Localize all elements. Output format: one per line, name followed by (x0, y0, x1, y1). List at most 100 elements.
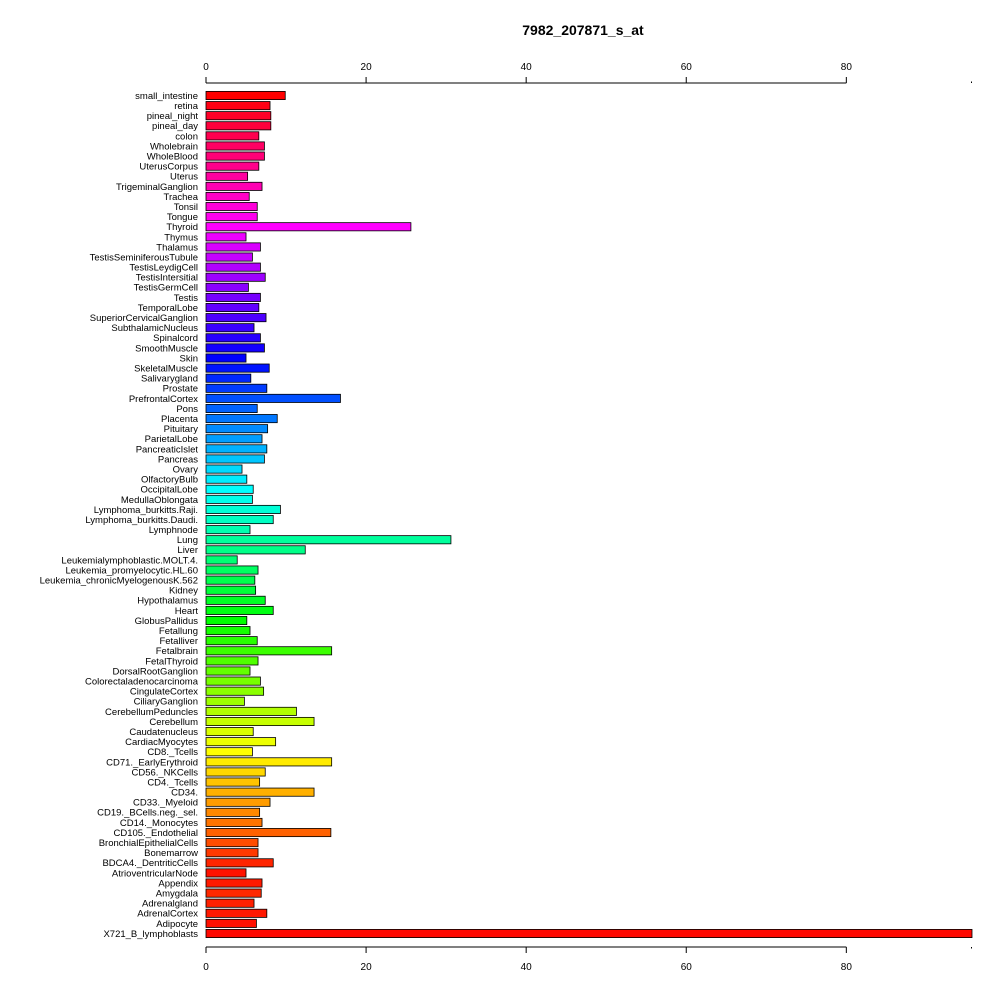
bar (205, 888, 262, 898)
bar (205, 484, 254, 494)
bar (205, 101, 271, 111)
category-label: Adipocyte (156, 919, 198, 930)
category-label: Pituitary (164, 424, 199, 435)
bar (205, 131, 260, 141)
bar (205, 232, 247, 242)
bar (205, 262, 261, 272)
bar (205, 504, 281, 514)
category-label: SubthalamicNucleus (111, 323, 198, 334)
bar (205, 373, 252, 383)
category-label: Lymphnode (149, 525, 198, 536)
bar (205, 515, 274, 525)
category-label: CD8._Tcells (147, 747, 198, 758)
category-label: OlfactoryBulb (141, 475, 198, 486)
top-axis-tick-label: 0 (203, 62, 209, 73)
category-label: Fetalbrain (156, 646, 198, 657)
category-label: Hypothalamus (137, 596, 198, 607)
bar (205, 737, 277, 747)
category-label: Lung (177, 535, 198, 546)
category-label: Lymphoma_burkitts.Daudi. (85, 515, 198, 526)
category-label: Leukemialymphoblastic.MOLT.4. (61, 555, 198, 566)
category-label: Heart (175, 606, 199, 617)
category-label: AtrioventricularNode (112, 868, 198, 879)
bar (205, 727, 254, 737)
category-label: X721_B_lymphoblasts (103, 929, 198, 940)
top-x-axis: 0 20 40 60 80 (203, 62, 972, 84)
bar (205, 454, 265, 464)
bar (205, 706, 297, 716)
category-label: Leukemia_promyelocytic.HL.60 (65, 565, 198, 576)
bar (205, 161, 260, 171)
bar (205, 636, 258, 646)
bar (205, 666, 251, 676)
bar (205, 878, 263, 888)
bar (205, 111, 272, 121)
top-axis-tick-label: 80 (841, 62, 853, 73)
bar (205, 403, 258, 413)
category-label: TestisGermCell (134, 283, 198, 294)
category-label: Amygdala (156, 889, 199, 900)
bar (205, 656, 259, 666)
category-label: CerebellumPeduncles (105, 707, 198, 718)
bar (205, 565, 259, 575)
category-label: CD105._Endothelial (113, 828, 198, 839)
category-label: CiliaryGanglion (134, 697, 198, 708)
category-label: SmoothMuscle (135, 343, 198, 354)
category-label: Fetalliver (159, 636, 198, 647)
bar (205, 676, 261, 686)
bar (205, 353, 247, 363)
category-label: Leukemia_chronicMyelogenousK.562 (40, 576, 198, 587)
category-label: Fetallung (159, 626, 198, 637)
category-label: Thymus (164, 232, 198, 243)
bar (205, 555, 238, 565)
bar (205, 222, 412, 232)
bar (205, 434, 263, 444)
bar (205, 323, 255, 333)
bar (205, 605, 274, 615)
category-label: TestisIntersitial (136, 273, 198, 284)
category-label: CD4._Tcells (147, 777, 198, 788)
category-label: TrigeminalGanglion (116, 182, 198, 193)
bar (205, 747, 253, 757)
bar (205, 464, 243, 474)
category-label: Adrenalgland (142, 899, 198, 910)
category-label: DorsalRootGanglion (112, 666, 198, 677)
bar (205, 414, 278, 424)
bar (205, 696, 245, 706)
category-label: Placenta (161, 414, 199, 425)
bar (205, 575, 256, 585)
bar (205, 868, 247, 878)
category-label: Appendix (158, 878, 198, 889)
category-label: CD14._Monocytes (120, 818, 198, 829)
bar (205, 171, 249, 181)
category-label: CD34. (171, 788, 198, 799)
bottom-axis-tick-label: 0 (203, 962, 209, 973)
bar (205, 313, 267, 323)
bar (205, 343, 265, 353)
bar (205, 898, 255, 908)
category-label: retina (174, 101, 198, 112)
bar (205, 282, 249, 292)
bar (205, 474, 248, 484)
bottom-x-axis: 0 20 40 60 80 (203, 946, 972, 973)
bar (205, 383, 268, 393)
category-label: Salivarygland (141, 374, 198, 385)
category-label: OccipitalLobe (140, 485, 198, 496)
category-label: Prostate (163, 384, 198, 395)
category-label: ParietalLobe (145, 434, 198, 445)
top-axis-tick-label: 60 (681, 62, 693, 73)
bar (205, 797, 271, 807)
bar (205, 545, 306, 555)
bar (205, 181, 263, 191)
category-label: Pancreas (158, 454, 198, 465)
category-labels: small_intestineretinapineal_nightpineal_… (40, 91, 199, 940)
category-label: PrefrontalCortex (129, 394, 198, 405)
category-label: Spinalcord (153, 333, 198, 344)
category-label: Wholebrain (150, 141, 198, 152)
category-label: Caudatenucleus (129, 727, 198, 738)
category-label: Bonemarrow (144, 848, 198, 859)
bar (205, 393, 341, 403)
bar (205, 303, 260, 313)
category-label: pineal_day (152, 121, 198, 132)
